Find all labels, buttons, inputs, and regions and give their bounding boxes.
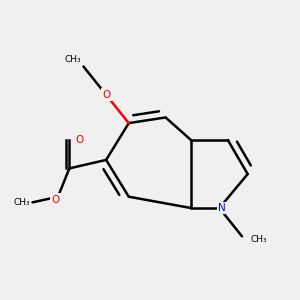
Text: CH₃: CH₃	[250, 235, 267, 244]
Text: N: N	[218, 203, 226, 213]
Text: CH₃: CH₃	[13, 198, 30, 207]
Text: O: O	[102, 90, 110, 100]
Text: O: O	[75, 135, 83, 145]
Text: CH₃: CH₃	[64, 55, 81, 64]
Text: O: O	[51, 194, 59, 205]
